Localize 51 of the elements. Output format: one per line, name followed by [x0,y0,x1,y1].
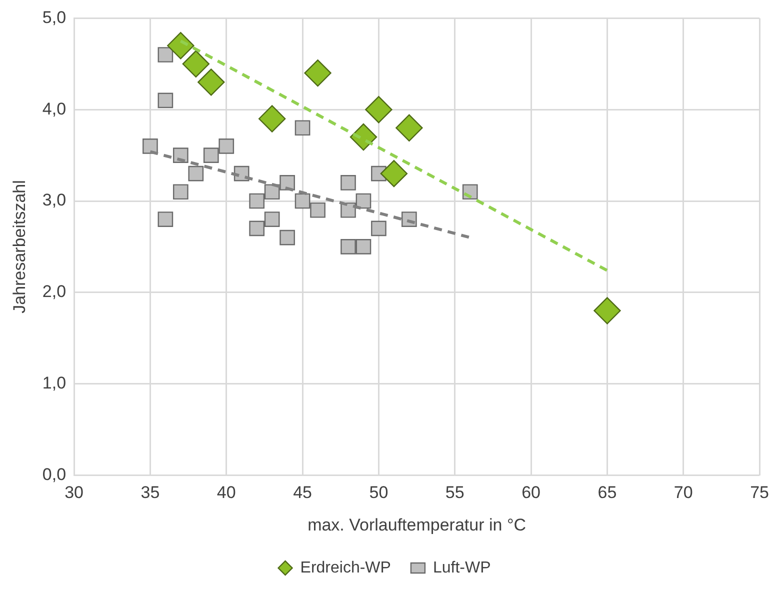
point [158,212,174,227]
point [280,175,295,190]
point [264,212,280,227]
y-tick-label: 2,0 [42,282,66,302]
point [594,297,621,324]
legend-label: Luft-WP [432,559,491,576]
point [396,114,423,142]
point [167,32,194,60]
point [172,184,188,200]
point [218,138,234,154]
x-tick-label: 75 [750,483,770,502]
x-tick-label: 30 [64,483,84,502]
point [356,193,372,209]
x-tick-label: 35 [140,483,160,502]
point [198,68,225,96]
point [340,239,356,254]
x-axis-title: max. Vorlauftemperatur in °C [308,515,526,534]
point [340,175,356,190]
x-tick-label: 45 [293,483,312,502]
y-tick-label: 5,0 [42,8,66,27]
y-tick-label: 0,0 [42,464,66,484]
x-tick-label: 40 [216,483,236,502]
x-tick-label: 50 [369,483,388,502]
point [142,138,158,154]
legend-label: Erdreich-WP [300,559,391,576]
y-tick-label: 3,0 [42,190,66,210]
point [158,92,174,108]
y-tick-label: 1,0 [42,373,66,392]
point [304,59,332,87]
point [380,160,408,188]
point [365,96,392,124]
point [294,120,310,136]
point [356,239,372,254]
point [249,220,265,236]
point [203,148,219,163]
point [249,193,265,209]
point [188,166,204,182]
point [258,105,286,132]
point [158,47,174,62]
point [294,193,310,209]
x-tick-label: 65 [598,483,617,502]
x-tick-label: 60 [522,483,540,502]
x-tick-label: 70 [674,483,693,502]
point [182,50,210,78]
point [280,230,295,246]
y-tick-label: 4,0 [42,99,66,118]
point [264,184,280,200]
y-axis-title: Jahresarbeitszahl [10,180,29,314]
x-tick-label: 55 [445,483,464,502]
point [371,220,386,236]
point [310,202,326,218]
